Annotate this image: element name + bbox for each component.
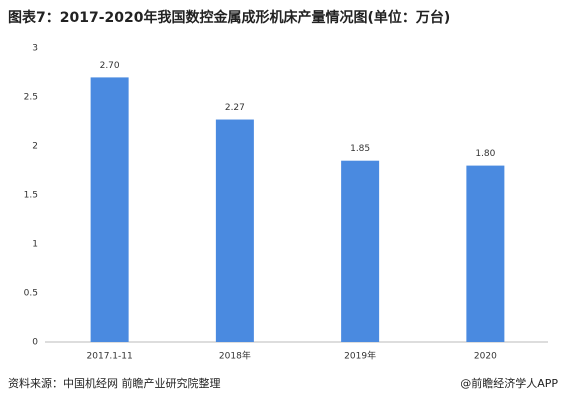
y-tick-label: 2	[32, 142, 38, 152]
x-tick-label: 2017.1-11	[87, 352, 133, 362]
y-tick-label: 2.5	[24, 93, 38, 103]
chart-title: 图表7：2017-2020年我国数控金属成形机床产量情况图(单位：万台)	[8, 9, 450, 26]
credit: @前瞻经济学人APP	[460, 376, 558, 390]
x-tick-label: 2019年	[344, 350, 376, 362]
value-label: 1.85	[350, 144, 370, 154]
bar	[90, 77, 129, 343]
y-tick-label: 1.5	[24, 191, 38, 201]
bar	[215, 119, 254, 342]
x-tick-label: 2020	[474, 352, 497, 362]
bar	[341, 160, 380, 342]
value-label: 1.80	[475, 149, 495, 159]
y-tick-label: 1	[32, 240, 38, 250]
y-tick-label: 3	[32, 44, 38, 54]
bar	[466, 165, 505, 342]
x-tick-label: 2018年	[219, 350, 251, 362]
y-tick-label: 0.5	[24, 289, 38, 299]
value-label: 2.27	[225, 103, 245, 113]
source: 资料来源：中国机经网 前瞻产业研究院整理	[8, 376, 221, 390]
value-label: 2.70	[100, 61, 120, 71]
y-tick-label: 0	[32, 338, 38, 348]
